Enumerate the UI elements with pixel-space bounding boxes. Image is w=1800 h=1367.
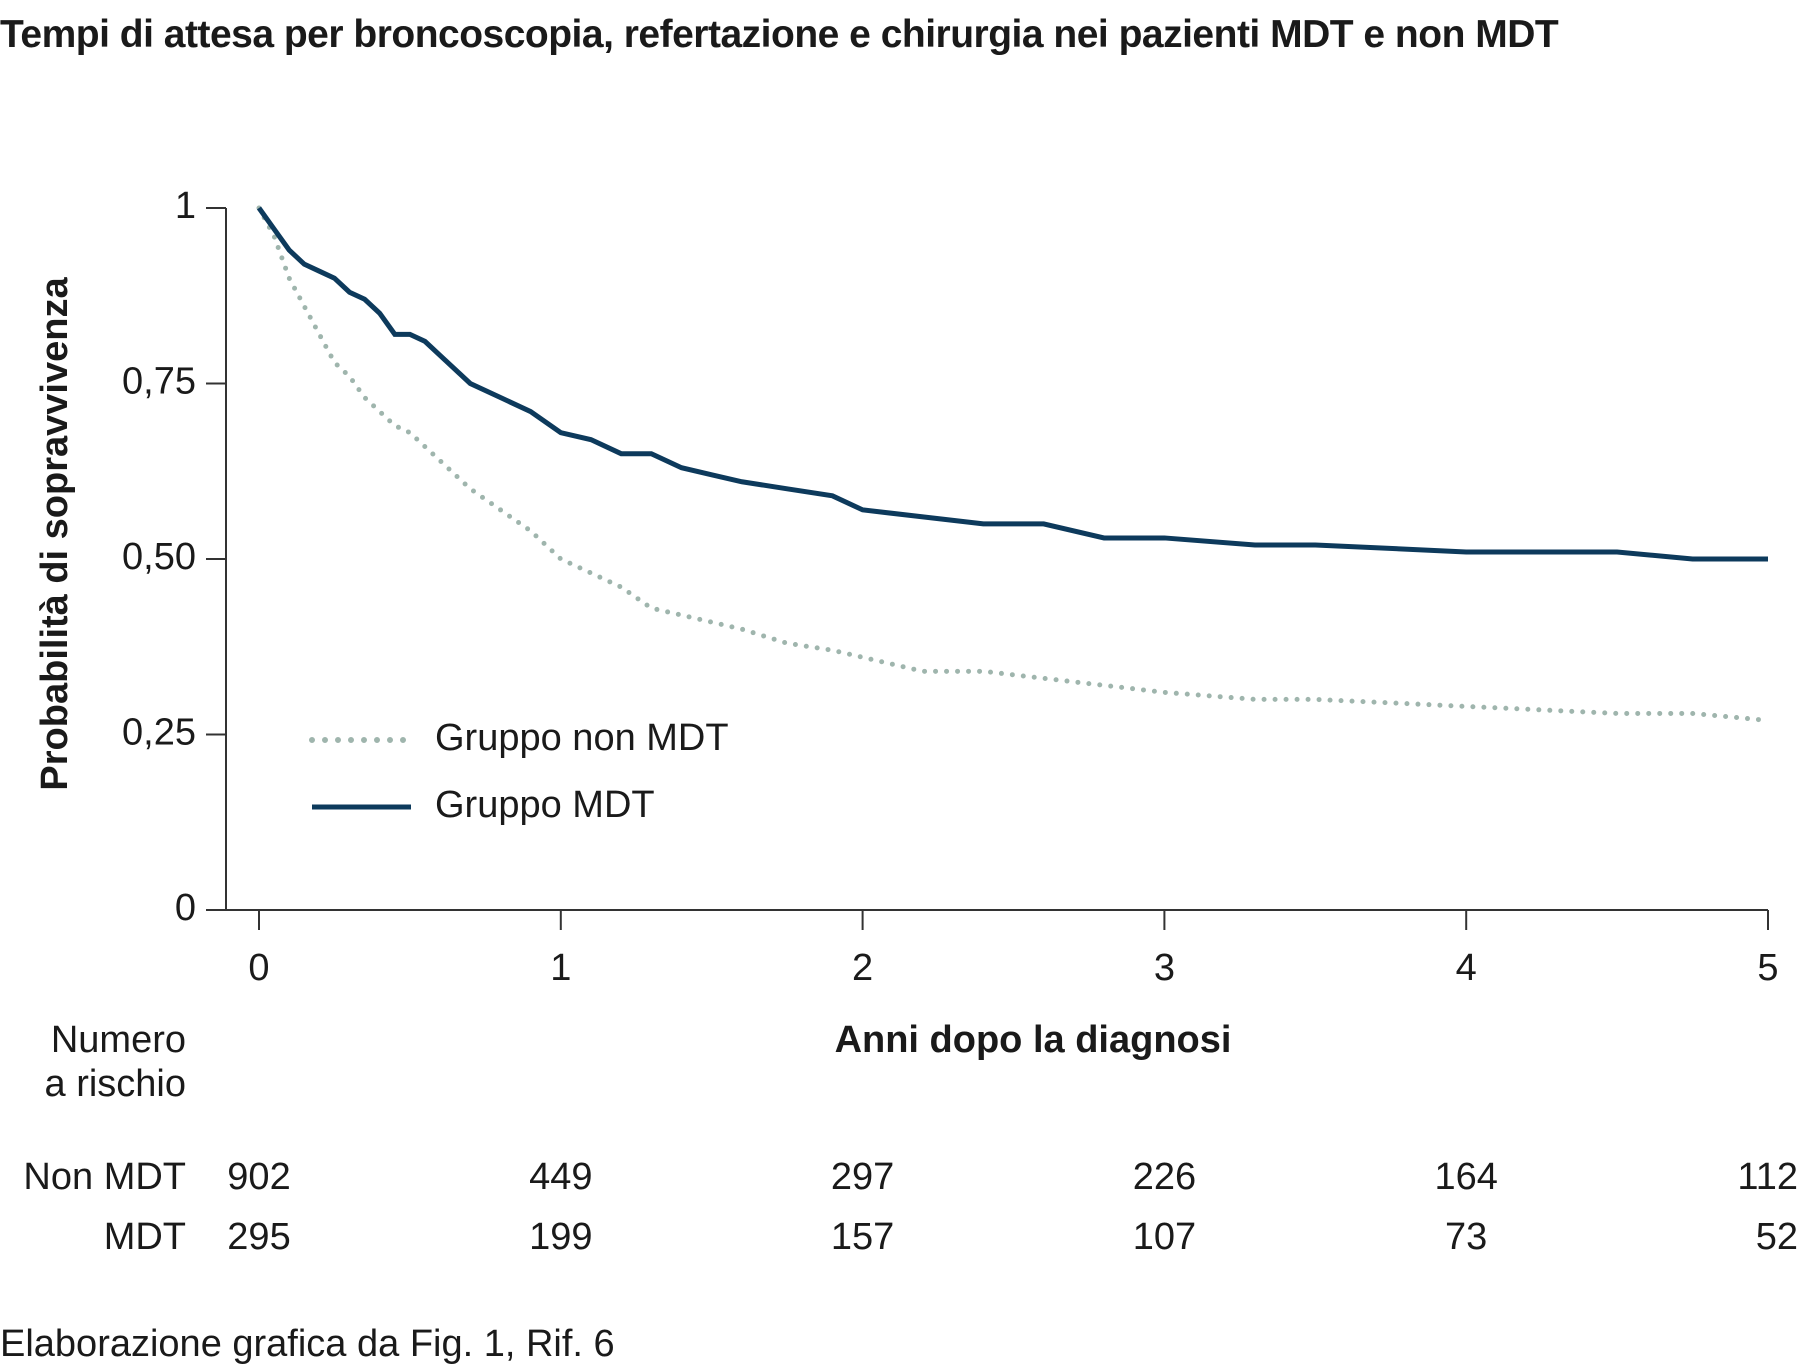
legend-label: Gruppo non MDT bbox=[435, 717, 729, 759]
risk-value: 73 bbox=[1445, 1216, 1487, 1258]
x-tick-label: 2 bbox=[852, 947, 873, 989]
risk-value: 226 bbox=[1133, 1156, 1196, 1198]
chart-title: Tempi di attesa per broncoscopia, refert… bbox=[0, 13, 1559, 56]
x-tick-label: 1 bbox=[550, 947, 571, 989]
legend-label: Gruppo MDT bbox=[435, 784, 655, 826]
risk-row-name: MDT bbox=[104, 1216, 186, 1258]
y-tick-label: 0,25 bbox=[122, 712, 196, 754]
x-tick-label: 5 bbox=[1757, 947, 1778, 989]
risk-value: 157 bbox=[831, 1216, 894, 1258]
risk-value: 297 bbox=[831, 1156, 894, 1198]
y-axis-label: Probabilità di sopravvivenza bbox=[34, 277, 76, 791]
note: Elaborazione grafica da Fig. 1, Rif. 6 bbox=[0, 1323, 615, 1365]
risk-table-title: Numero bbox=[51, 1019, 186, 1061]
risk-value: 902 bbox=[227, 1156, 290, 1198]
risk-value: 449 bbox=[529, 1156, 592, 1198]
risk-row-name: Non MDT bbox=[23, 1156, 186, 1198]
survival-line bbox=[256, 206, 1768, 562]
x-tick-label: 4 bbox=[1456, 947, 1477, 989]
y-tick-label: 0 bbox=[175, 887, 196, 929]
y-tick-label: 0,75 bbox=[122, 361, 196, 403]
risk-value: 52 bbox=[1756, 1216, 1798, 1258]
y-tick-label: 0,50 bbox=[122, 536, 196, 578]
risk-value: 107 bbox=[1133, 1216, 1196, 1258]
risk-table-title: a rischio bbox=[45, 1063, 187, 1105]
risk-value: 164 bbox=[1434, 1156, 1497, 1198]
y-tick-label: 1 bbox=[175, 185, 196, 227]
survival-line bbox=[256, 205, 1771, 723]
risk-value: 112 bbox=[1737, 1156, 1798, 1198]
risk-value: 199 bbox=[529, 1216, 592, 1258]
risk-value: 295 bbox=[227, 1216, 290, 1258]
x-axis-label: Anni dopo la diagnosi bbox=[835, 1019, 1232, 1061]
x-tick-label: 0 bbox=[248, 947, 269, 989]
x-tick-label: 3 bbox=[1154, 947, 1175, 989]
